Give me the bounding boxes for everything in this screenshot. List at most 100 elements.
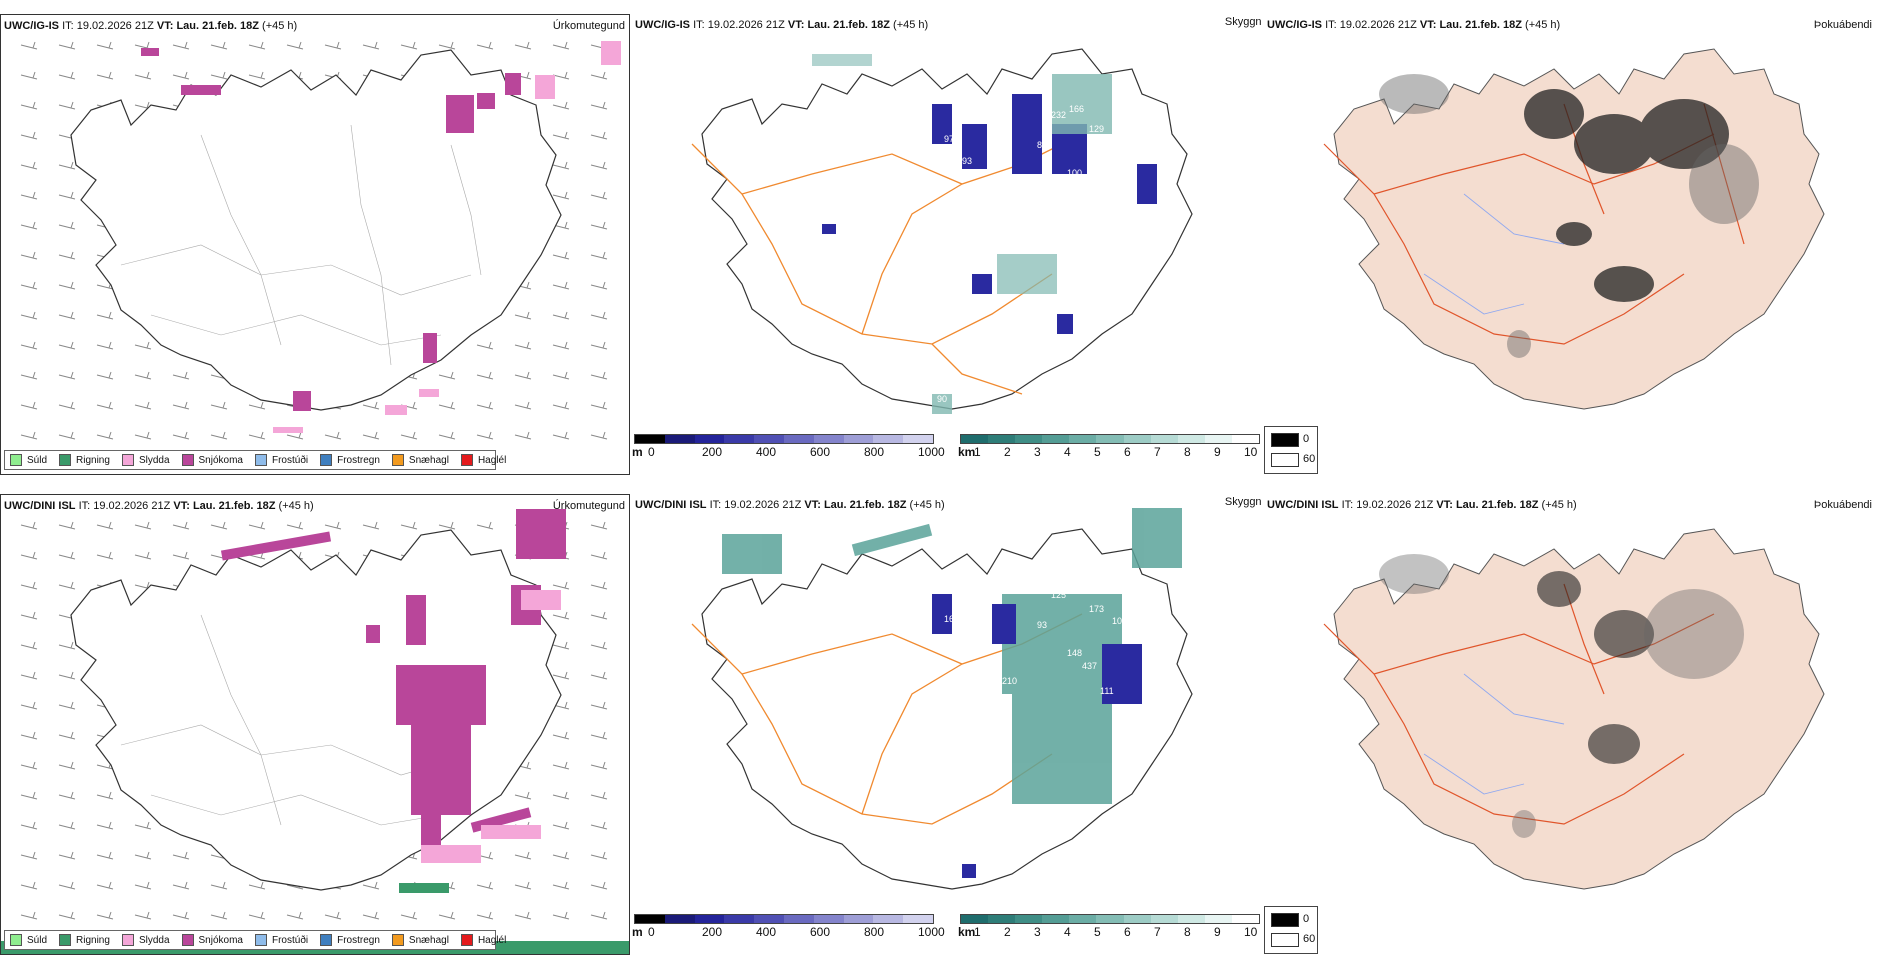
wind-barb xyxy=(590,551,608,560)
visibility-value-label: 105 xyxy=(1121,266,1136,276)
legend-item: Rigning xyxy=(59,934,110,946)
legend-item: Slydda xyxy=(121,934,170,946)
legend-label: Haglél xyxy=(477,934,507,946)
legend-item: Snæhagl xyxy=(391,934,449,946)
visibility-value-label: 106 xyxy=(1060,336,1075,346)
colorbar-tick-label: 7 xyxy=(1154,925,1161,939)
wind-barb xyxy=(590,131,608,140)
wind-barb xyxy=(58,431,76,440)
colorbar-tick-label: 3 xyxy=(1034,445,1041,459)
legend-swatch xyxy=(181,454,194,466)
legend-label: Slydda xyxy=(138,454,170,466)
wind-barb xyxy=(20,851,38,860)
precip-type-panel-dini: UWC/DINI ISL IT: 19.02.2026 21Z VT: Lau.… xyxy=(0,494,630,955)
wind-barb xyxy=(210,881,228,890)
wind-barb xyxy=(58,761,76,770)
precip-map xyxy=(1,509,629,954)
visibility-value-label: 238 xyxy=(1121,746,1136,756)
colorbar-segment xyxy=(873,915,904,923)
wind-barb xyxy=(248,401,266,410)
legend-label: Slydda xyxy=(138,934,170,946)
legend-swatch xyxy=(391,934,404,946)
wind-barb xyxy=(20,641,38,650)
wind-barb xyxy=(514,401,532,410)
wind-barb xyxy=(210,401,228,410)
wind-barb xyxy=(552,641,570,650)
wind-barb xyxy=(552,161,570,170)
colorbar-segment xyxy=(1150,435,1178,443)
wind-barb xyxy=(552,101,570,110)
wind-barb xyxy=(248,911,266,920)
legend-swatch xyxy=(320,454,333,466)
panel-header: UWC/DINI ISL IT: 19.02.2026 21Z VT: Lau.… xyxy=(635,499,945,511)
visibility-km-colorbar: km 1 2 3 4 5 6 7 8 9 10 xyxy=(958,434,1260,464)
wind-barb xyxy=(552,191,570,200)
colorbar-segment xyxy=(783,915,814,923)
wind-barb xyxy=(58,701,76,710)
wind-barb xyxy=(590,221,608,230)
wind-barb xyxy=(20,371,38,380)
wind-barb xyxy=(400,521,418,530)
wind-barb xyxy=(514,341,532,350)
wind-barb xyxy=(324,431,342,440)
wind-barb xyxy=(20,401,38,410)
visibility-value-label: 93 xyxy=(962,156,972,166)
wind-barb xyxy=(20,311,38,320)
wind-barb xyxy=(590,911,608,920)
fog-key: 0 60 xyxy=(1264,426,1318,474)
colorbar-tick-label: 800 xyxy=(864,445,885,459)
precip-type-panel-igis: UWC/IG-IS IT: 19.02.2026 21Z VT: Lau. 21… xyxy=(0,14,630,475)
visibility-value-label: 173 xyxy=(1089,604,1104,614)
legend-label: Snjókoma xyxy=(198,934,243,946)
wind-barb xyxy=(590,701,608,710)
colorbar-tick-label: 1000 xyxy=(918,925,945,939)
wind-barb xyxy=(58,641,76,650)
legend-swatch xyxy=(10,934,22,946)
legend-item: Haglél xyxy=(460,934,507,946)
colorbar-segment xyxy=(754,435,784,443)
colorbar-tick-label: 2 xyxy=(1004,925,1011,939)
wind-barb xyxy=(438,431,456,440)
wind-barb xyxy=(58,401,76,410)
legend-item: Súld xyxy=(10,934,47,946)
colorbar-tick-label: 2 xyxy=(1004,445,1011,459)
wind-barb xyxy=(20,671,38,680)
wind-barb xyxy=(552,371,570,380)
colorbar-segment xyxy=(813,435,844,443)
wind-barb xyxy=(514,431,532,440)
wind-barb xyxy=(58,581,76,590)
wind-barb xyxy=(20,521,38,530)
legend-swatch xyxy=(460,454,473,466)
legend-label: Frostregn xyxy=(337,934,380,946)
colorbar-segment xyxy=(635,435,665,443)
colorbar-tick-label: 6 xyxy=(1124,445,1131,459)
wind-barb xyxy=(58,311,76,320)
wind-barb xyxy=(476,521,494,530)
legend-label: Súld xyxy=(27,934,48,946)
visibility-value-label: 82 xyxy=(1037,140,1047,150)
colorbar-segment xyxy=(1204,915,1232,923)
wind-barb xyxy=(438,41,456,50)
wind-barb xyxy=(58,101,76,110)
legend-swatch xyxy=(254,454,267,466)
wind-barb xyxy=(362,41,380,50)
colorbar-segment xyxy=(635,915,665,923)
visibility-value-label: 83 xyxy=(1112,136,1122,146)
wind-barb xyxy=(552,611,570,620)
wind-barb xyxy=(134,881,152,890)
wind-barb xyxy=(96,41,114,50)
wind-barb xyxy=(134,911,152,920)
wind-barb xyxy=(590,311,608,320)
wind-barb xyxy=(96,371,114,380)
wind-barb xyxy=(20,251,38,260)
colorbar-segment xyxy=(724,435,755,443)
wind-barb xyxy=(590,581,608,590)
wind-barb xyxy=(96,521,114,530)
legend-swatch xyxy=(121,454,134,466)
legend-swatch xyxy=(181,934,194,946)
visibility-value-label: 166 xyxy=(1069,104,1084,114)
wind-barb xyxy=(96,881,114,890)
wind-barb xyxy=(590,341,608,350)
wind-barb xyxy=(514,311,532,320)
panel-header: UWC/IG-IS IT: 19.02.2026 21Z VT: Lau. 21… xyxy=(635,19,929,31)
